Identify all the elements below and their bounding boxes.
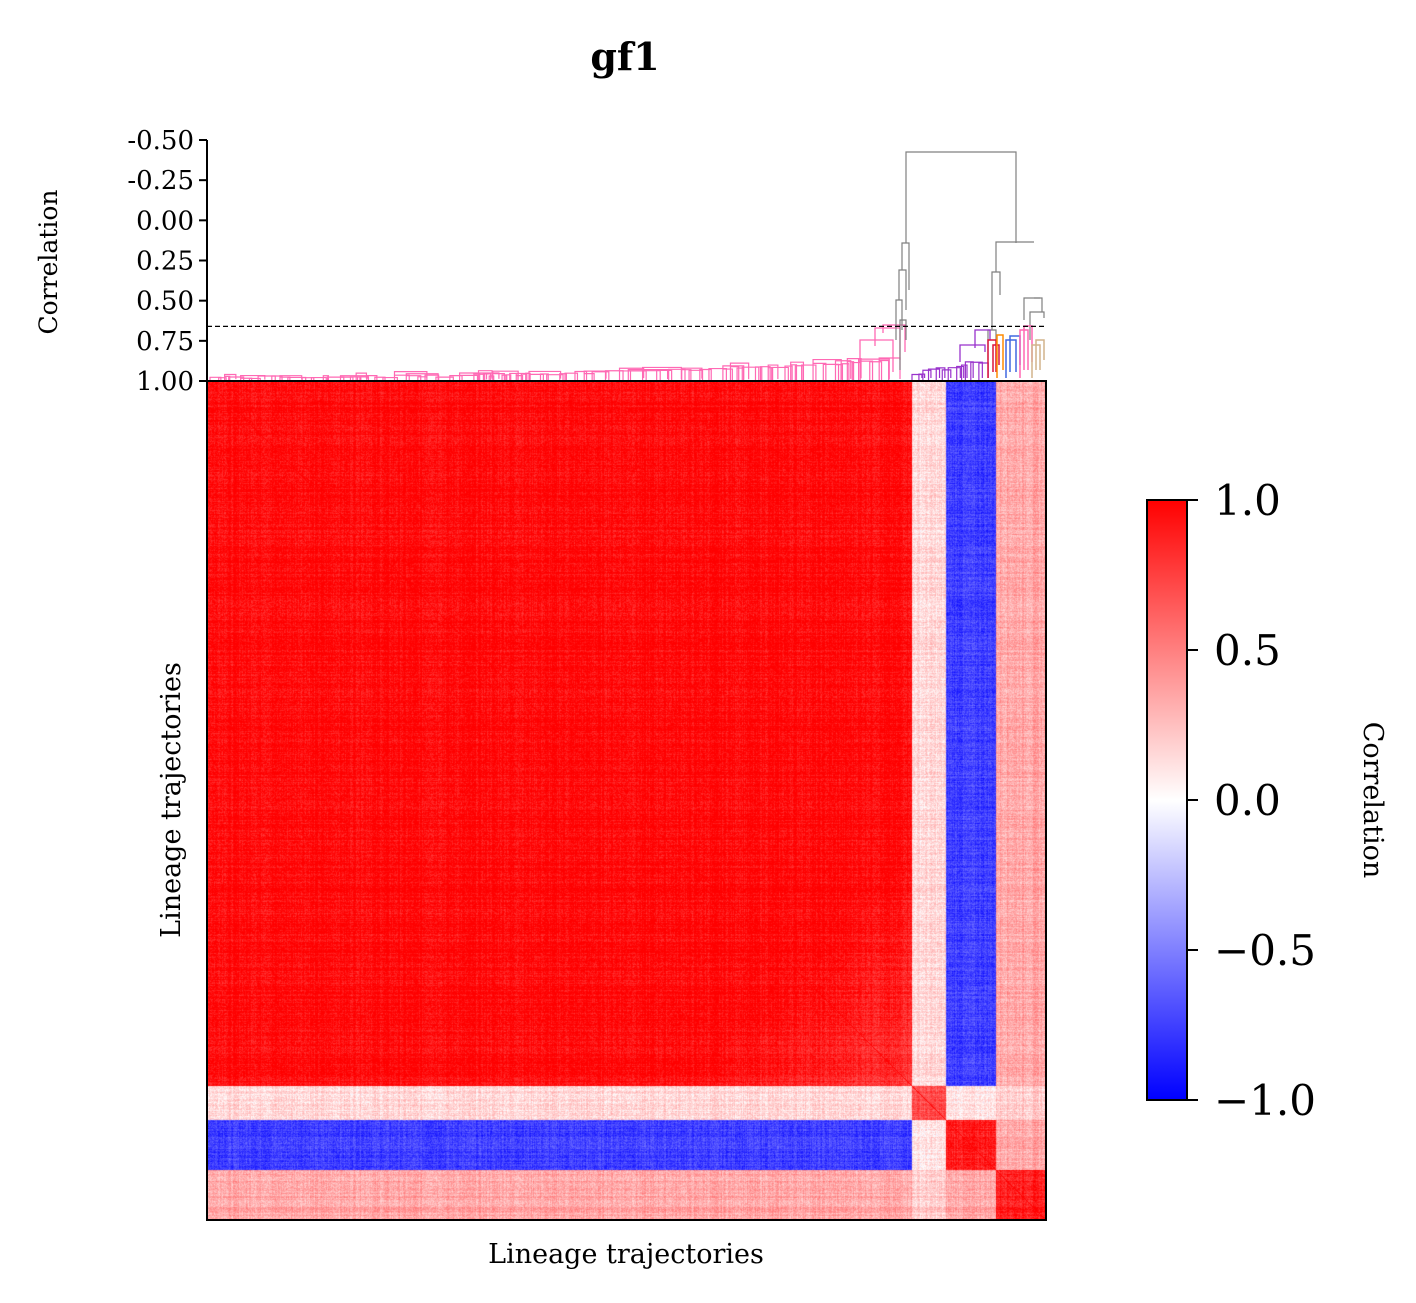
heatmap: [207, 381, 1046, 1220]
colorbar-label: Correlation: [1357, 722, 1388, 879]
dendrogram-link: [979, 363, 988, 380]
colorbar-tick-label: −0.5: [1214, 926, 1316, 975]
dendrogram-tick-label: 0.00: [136, 206, 194, 236]
dendrogram-link: [942, 370, 951, 380]
dendrogram-tick-label: -0.50: [127, 126, 194, 156]
dendrogram-link: [772, 367, 789, 380]
dendrogram-panel: -0.50 -0.25 0.00 0.25 0.50 0.75 1.00 Correlati…: [34, 126, 1045, 397]
dendrogram-link: [1024, 298, 1042, 320]
colorbar: 1.0 0.5 0.0 −0.5 −1.0 Correlation: [1147, 476, 1388, 1125]
dendrogram-link: [341, 377, 353, 380]
dendrogram-link: [742, 367, 759, 380]
colorbar-tick-label: 1.0: [1214, 476, 1281, 525]
colorbar-tick-label: 0.0: [1214, 776, 1281, 825]
dendrogram-link: [879, 361, 888, 380]
dendrogram-tick-label: -0.25: [127, 166, 194, 196]
heatmap-xlabel: Lineage trajectories: [488, 1239, 764, 1270]
heatmap-cells: [207, 381, 1046, 1220]
dendrogram-link: [1006, 340, 1016, 378]
dendrogram-link: [813, 363, 826, 380]
dendrogram-link: [450, 376, 462, 380]
dendrogram-link: [657, 370, 672, 380]
dendrogram-tick-label: 0.75: [136, 327, 194, 357]
heatmap-ylabel: Lineage trajectories: [156, 662, 187, 938]
colorbar-gradient: [1147, 500, 1187, 1100]
dendrogram-link: [996, 242, 1034, 272]
dendrogram-links: [210, 152, 1044, 380]
dendrogram-link: [643, 371, 661, 380]
dendrogram-link: [962, 365, 967, 380]
dendrogram-tick-label: 0.50: [136, 287, 194, 317]
dendrogram-link: [992, 272, 1000, 330]
dendrogram-link: [997, 335, 1003, 378]
dendrogram-link: [971, 362, 983, 380]
dendrogram-link: [529, 374, 543, 380]
colorbar-ticks: 1.0 0.5 0.0 −0.5 −1.0: [1187, 476, 1316, 1125]
dendrogram-link: [960, 345, 985, 362]
dendrogram-ylabel: Correlation: [34, 190, 63, 335]
dendrogram-tick-label: 0.25: [136, 247, 194, 277]
colorbar-tick-label: −1.0: [1214, 1076, 1316, 1125]
chart-title: gf1: [590, 34, 659, 79]
dendrogram-link: [813, 360, 841, 380]
dendrogram-tick-label: 1.00: [136, 367, 194, 397]
colorbar-tick-label: 0.5: [1214, 626, 1281, 675]
dendrogram-link: [1010, 336, 1020, 372]
dendrogram-y-ticks: -0.50 -0.25 0.00 0.25 0.50 0.75 1.00: [127, 126, 207, 397]
dendrogram-link: [912, 374, 922, 380]
dendrogram-link: [906, 152, 1016, 243]
